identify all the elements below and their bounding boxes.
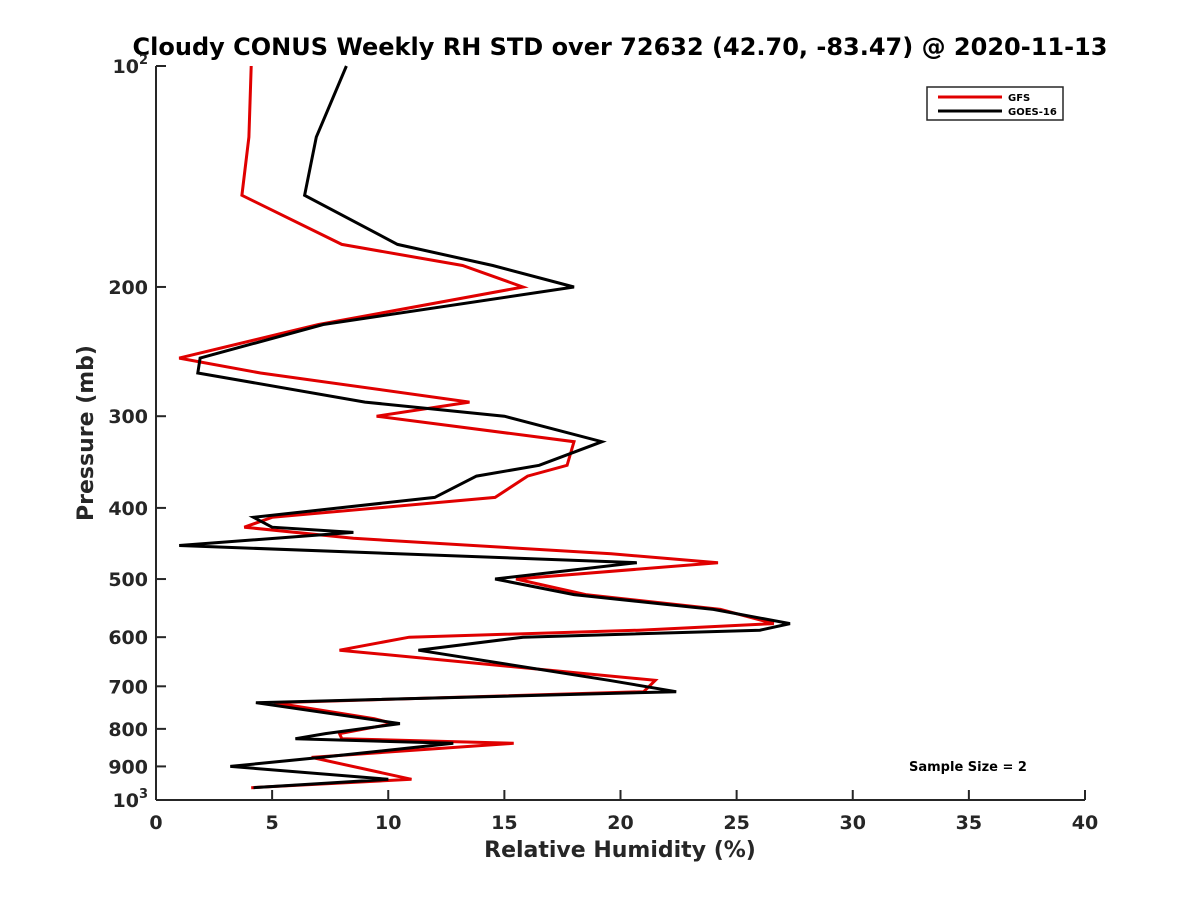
- x-tick-label: 15: [491, 812, 517, 834]
- y-tick-label: 300: [108, 406, 148, 428]
- x-tick-label: 35: [956, 812, 982, 834]
- legend-label: GOES-16: [1008, 107, 1057, 118]
- plot-area: 0 5 10 15 20 25 30 35 40 102 200 300 400 500 600 700 800…: [108, 53, 1098, 834]
- chart-title: Cloudy CONUS Weekly RH STD over 72632 (4…: [133, 33, 1108, 61]
- legend-box: [926, 86, 1064, 121]
- y-tick-label: 500: [108, 569, 148, 591]
- y-tick-label: 103: [113, 787, 149, 812]
- x-tick-label: 20: [607, 812, 633, 834]
- y-axis-label: Pressure (mb): [74, 345, 99, 521]
- series-line-goes-16: [179, 65, 791, 790]
- x-axis-label: Relative Humidity (%): [484, 838, 756, 863]
- x-tick-label: 30: [840, 812, 866, 834]
- y-tick-label: 900: [108, 756, 148, 778]
- y-tick-label: 400: [108, 498, 148, 520]
- x-tick-label: 0: [149, 812, 162, 834]
- sample-size-annotation: Sample Size = 2: [909, 760, 1027, 775]
- y-tick-label: 600: [108, 627, 148, 649]
- series-line-gfs: [178, 65, 775, 790]
- y-tick-label: 700: [108, 676, 148, 698]
- y-tick-label: 800: [108, 719, 148, 741]
- y-tick-label: 102: [113, 53, 149, 78]
- legend: GFS GOES-16: [926, 86, 1064, 121]
- x-tick-label: 5: [266, 812, 279, 834]
- legend-label: GFS: [1008, 93, 1030, 104]
- x-tick-label: 25: [723, 812, 749, 834]
- x-tick-label: 10: [375, 812, 401, 834]
- x-tick-label: 40: [1072, 812, 1098, 834]
- y-tick-label: 200: [108, 277, 148, 299]
